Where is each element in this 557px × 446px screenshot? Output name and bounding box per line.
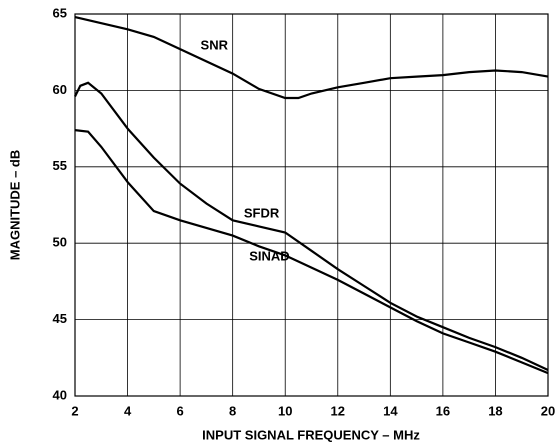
series-label: SFDR: [244, 206, 280, 221]
x-tick-label: 18: [488, 403, 502, 418]
y-tick-label: 40: [53, 387, 67, 402]
x-tick-label: 6: [176, 403, 183, 418]
y-axis-title: MAGNITUDE – dB: [7, 150, 22, 261]
x-tick-label: 16: [436, 403, 450, 418]
x-tick-label: 20: [541, 403, 555, 418]
y-tick-label: 50: [53, 235, 67, 250]
y-tick-label: 55: [53, 158, 67, 173]
x-axis-title: INPUT SIGNAL FREQUENCY – MHz: [202, 427, 420, 442]
x-tick-label: 14: [383, 403, 398, 418]
plot-frame: [74, 13, 549, 397]
x-tick-label: 12: [331, 403, 345, 418]
x-tick-label: 10: [278, 403, 292, 418]
series-label: SNR: [201, 38, 229, 53]
y-tick-label: 65: [53, 5, 67, 20]
series-label: SINAD: [249, 248, 289, 263]
y-tick-label: 60: [53, 82, 67, 97]
y-tick-label: 45: [53, 311, 67, 326]
series-line: [74, 129, 549, 375]
series-line: [74, 81, 549, 371]
series-line: [74, 16, 549, 100]
x-tick-label: 2: [71, 403, 78, 418]
x-tick-label: 4: [124, 403, 132, 418]
x-tick-label: 8: [229, 403, 236, 418]
